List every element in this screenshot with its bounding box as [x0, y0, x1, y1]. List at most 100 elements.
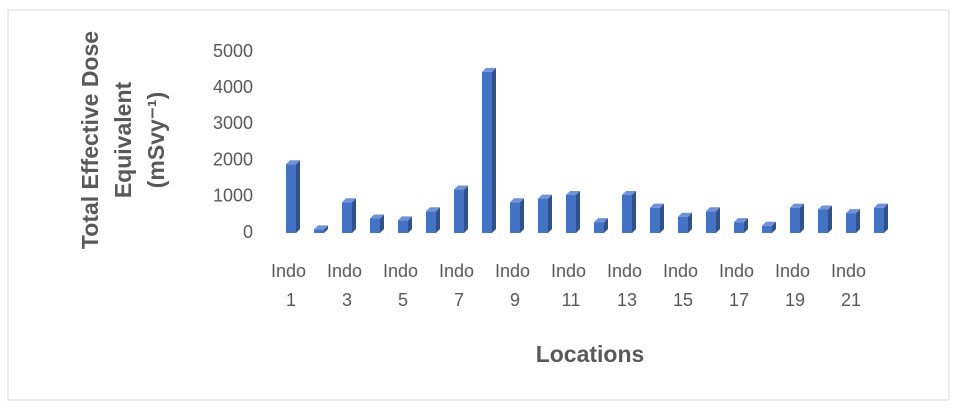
- bar: [594, 218, 608, 233]
- bar-top: [762, 221, 776, 226]
- bar-front: [622, 194, 632, 233]
- bar-front: [818, 209, 828, 233]
- bar-front: [874, 207, 884, 233]
- bar-top: [874, 203, 888, 208]
- bar-top: [622, 190, 636, 195]
- bar-side: [688, 212, 692, 233]
- bar: [286, 160, 300, 233]
- bar: [454, 185, 468, 233]
- bar: [874, 203, 888, 233]
- bar: [482, 67, 496, 233]
- chart-border: [7, 9, 950, 401]
- bar: [314, 225, 328, 233]
- bar-side: [604, 218, 608, 233]
- bar: [342, 198, 356, 233]
- bar-side: [380, 214, 384, 233]
- bar-front: [314, 229, 324, 233]
- y-tick-label: 5000: [213, 41, 253, 61]
- bar-side: [492, 67, 496, 233]
- bar-side: [716, 207, 720, 233]
- bar: [762, 221, 776, 233]
- bar-top: [566, 190, 580, 195]
- bar: [734, 218, 748, 233]
- x-tick-label: Indo 19: [775, 261, 815, 310]
- bar-top: [650, 203, 664, 208]
- bar-side: [464, 185, 468, 233]
- bar: [566, 190, 580, 233]
- y-axis-title: (mSvy⁻¹): [143, 92, 169, 189]
- bar-side: [856, 209, 860, 233]
- bar-side: [744, 218, 748, 233]
- bar-front: [370, 218, 380, 233]
- x-tick-label: Indo 3: [327, 261, 367, 310]
- x-tick-label: Indo 13: [607, 261, 647, 310]
- bar-side: [324, 225, 328, 233]
- bar-front: [650, 207, 660, 233]
- bar: [846, 209, 860, 233]
- bar-top: [286, 160, 300, 165]
- bar-side: [800, 203, 804, 233]
- bar-top: [454, 185, 468, 190]
- bar-front: [426, 211, 436, 233]
- bar-front: [482, 71, 492, 233]
- bar: [538, 194, 552, 233]
- bar-top: [678, 212, 692, 217]
- bar-front: [706, 211, 716, 233]
- bar-side: [884, 203, 888, 233]
- bar: [650, 203, 664, 233]
- bar: [398, 216, 412, 233]
- bar-side: [772, 221, 776, 233]
- x-axis-title: Locations: [536, 341, 645, 367]
- y-tick-label: 0: [243, 222, 253, 242]
- x-tick-label: Indo 17: [719, 261, 759, 310]
- x-tick-label: Indo 5: [383, 261, 423, 310]
- bar-top: [314, 225, 328, 230]
- bar-top: [594, 218, 608, 223]
- bar: [706, 207, 720, 233]
- x-tick-label: Indo 11: [551, 261, 591, 310]
- y-tick-label: 2000: [213, 149, 253, 169]
- bar-front: [594, 222, 604, 233]
- bar-side: [352, 198, 356, 233]
- bar-side: [436, 207, 440, 233]
- y-axis-title: Total Effective Dose: [77, 31, 103, 249]
- bar: [510, 198, 524, 233]
- bar-side: [548, 194, 552, 233]
- bar-side: [408, 216, 412, 233]
- bar-top: [818, 205, 832, 210]
- x-tick-label: Indo 7: [439, 261, 479, 310]
- bar-top: [734, 218, 748, 223]
- bar-front: [846, 213, 856, 233]
- y-tick-label: 3000: [213, 113, 253, 133]
- bar-top: [482, 67, 496, 72]
- bar: [426, 207, 440, 233]
- bar-top: [426, 207, 440, 212]
- bar: [790, 203, 804, 233]
- bar-front: [790, 207, 800, 233]
- bar-top: [790, 203, 804, 208]
- x-tick-label: Indo 21: [831, 261, 871, 310]
- bar-side: [296, 160, 300, 233]
- y-tick-label: 1000: [213, 186, 253, 206]
- bar-front: [286, 164, 296, 233]
- x-tick-label: Indo 9: [495, 261, 535, 310]
- bar: [622, 190, 636, 233]
- bar-top: [846, 209, 860, 214]
- bar-side: [660, 203, 664, 233]
- bar-top: [706, 207, 720, 212]
- bar-side: [576, 190, 580, 233]
- y-tick-label: 4000: [213, 77, 253, 97]
- x-tick-label: Indo 15: [663, 261, 703, 310]
- bar-top: [342, 198, 356, 203]
- bar-side: [520, 198, 524, 233]
- bar-front: [538, 198, 548, 233]
- bar-front: [762, 225, 772, 233]
- bar: [818, 205, 832, 233]
- bar-front: [342, 202, 352, 233]
- bar-front: [566, 194, 576, 233]
- bar-top: [370, 214, 384, 219]
- y-axis-title: Equivalent: [110, 82, 136, 199]
- bar-front: [398, 220, 408, 233]
- bar-top: [398, 216, 412, 221]
